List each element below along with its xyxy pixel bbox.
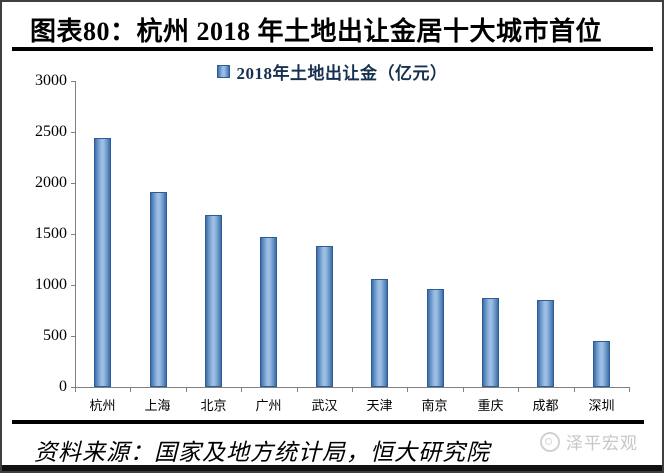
footer-divider [12,420,644,424]
y-tick-label: 2000 [35,174,67,191]
x-category-label: 武汉 [311,398,338,413]
bottom-border-bar [2,465,662,471]
bar [593,341,610,387]
x-category-label: 深圳 [588,398,615,413]
x-tick [352,388,353,392]
bar [427,289,444,387]
x-tick [296,388,298,392]
y-tick-label: 2500 [35,123,67,140]
chart-legend: 2018年土地出让金（亿元） [2,59,662,84]
watermark: 泽平宏观 [540,429,638,454]
y-tick-label: 3000 [35,72,67,89]
x-category-label: 广州 [255,398,282,413]
bar [94,138,111,387]
x-category-label: 成都 [532,398,559,413]
source-note: 资料来源：国家及地方统计局，恒大研究院 [34,440,490,465]
watermark-logo-icon [540,431,560,452]
y-tick [71,387,75,388]
x-category-label: 杭州 [89,398,116,413]
watermark-label: 泽平宏观 [566,434,638,453]
x-category-label: 上海 [144,398,171,413]
figure-title: 图表80：杭州 2018 年土地出让金居十大城市首位 [30,17,603,46]
y-tick-label: 500 [43,327,67,344]
bar [316,246,333,387]
y-tick [71,234,75,235]
x-axis-line [75,387,630,388]
bar [205,215,222,387]
legend-swatch-icon [216,65,230,78]
y-axis-line [75,81,76,388]
legend-label: 2018年土地出让金（亿元） [236,64,448,83]
bar [150,192,167,387]
x-category-label: 北京 [200,398,227,413]
y-tick [71,183,75,184]
y-tick [71,336,75,337]
x-tick [573,388,575,392]
x-tick [518,388,520,392]
x-tick [130,388,132,392]
bar [537,300,554,387]
x-category-label: 重庆 [477,398,504,413]
bar [482,298,499,387]
x-tick [629,388,630,392]
y-tick [71,132,75,133]
x-category-label: 南京 [421,398,448,413]
x-tick [241,388,243,392]
x-tick [462,388,464,392]
x-tick [185,388,187,392]
y-tick [71,285,75,286]
y-tick [71,81,75,82]
bar [371,279,388,387]
x-category-label: 天津 [366,398,393,413]
x-tick [75,388,76,392]
y-tick-label: 0 [59,378,67,395]
x-tick [407,388,409,392]
bar [260,237,277,387]
title-divider [12,47,653,51]
y-tick-label: 1500 [35,225,67,242]
y-tick-label: 1000 [35,276,67,293]
